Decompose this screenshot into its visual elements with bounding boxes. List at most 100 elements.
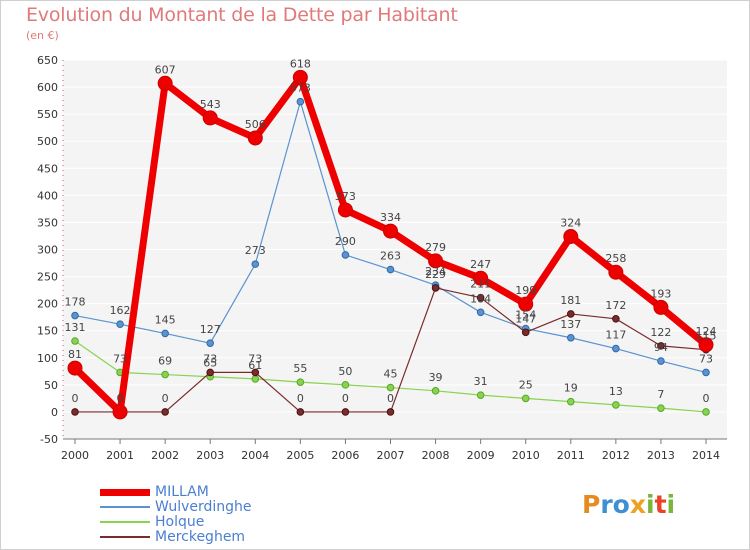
data-point	[657, 342, 665, 350]
logo-letter: o	[612, 490, 630, 519]
y-tick-label: 500	[37, 135, 58, 148]
data-point	[386, 265, 395, 274]
legend-label: Holque	[155, 514, 205, 530]
data-point	[431, 387, 440, 395]
y-tick-label: 400	[37, 189, 58, 202]
data-label: 45	[384, 368, 398, 381]
legend-swatch	[100, 506, 150, 508]
data-label: 263	[380, 250, 401, 263]
data-label: 73	[113, 352, 127, 365]
data-label: 229	[425, 268, 446, 281]
data-point	[702, 368, 710, 377]
x-tick-label: 2001	[106, 449, 134, 462]
data-point	[431, 284, 440, 292]
data-label: 0	[387, 392, 394, 405]
data-point	[518, 296, 534, 312]
data-label: 279	[425, 241, 446, 254]
data-label: 506	[245, 118, 266, 131]
data-label: 65	[203, 357, 217, 370]
data-point	[71, 311, 79, 320]
data-label: 145	[155, 313, 176, 326]
data-point	[71, 337, 79, 345]
y-tick-label: -50	[40, 433, 58, 446]
proxiti-logo: Proxiti	[582, 490, 675, 519]
data-label: 0	[162, 392, 169, 405]
y-tick-label: 100	[37, 352, 58, 365]
data-point	[566, 310, 575, 318]
data-label: 124	[696, 325, 717, 338]
data-point	[202, 110, 218, 126]
data-point	[386, 383, 395, 392]
data-label: 247	[470, 258, 491, 271]
x-tick-label: 2006	[331, 449, 359, 462]
legend-swatch	[100, 488, 150, 496]
x-tick-label: 2008	[422, 449, 450, 462]
data-point	[612, 315, 620, 323]
data-label: 0	[117, 392, 124, 405]
data-label: 55	[293, 362, 307, 375]
y-tick-label: 50	[44, 379, 58, 392]
data-point	[71, 408, 79, 416]
data-point	[428, 253, 444, 269]
y-tick-label: 0	[51, 406, 58, 419]
data-point	[161, 329, 169, 338]
data-label: 117	[605, 329, 626, 342]
data-point	[612, 344, 620, 353]
data-point	[206, 339, 215, 347]
logo-letter: i	[666, 490, 676, 519]
data-point	[383, 223, 398, 239]
y-tick-label: 450	[37, 162, 58, 175]
data-point	[563, 229, 579, 245]
data-label: 0	[703, 392, 710, 405]
legend-item: Wulverdinghe	[100, 499, 360, 515]
data-label: 607	[155, 63, 176, 76]
data-point	[157, 75, 173, 91]
legend-item: Holque	[100, 514, 360, 530]
data-label: 13	[609, 385, 623, 398]
x-tick-label: 2002	[151, 449, 179, 462]
data-label: 193	[650, 287, 671, 300]
y-tick-label: 350	[37, 216, 58, 229]
data-label: 273	[245, 244, 266, 257]
y-tick-label: 600	[37, 81, 58, 94]
data-label: 73	[248, 352, 262, 365]
data-point	[521, 328, 530, 337]
data-label: 0	[297, 392, 304, 405]
legend-swatch	[100, 536, 150, 538]
x-tick-label: 2004	[241, 449, 269, 462]
data-point	[292, 69, 308, 85]
data-label: 258	[605, 252, 626, 265]
data-label: 115	[696, 330, 717, 343]
data-label: 7	[657, 388, 664, 401]
data-point	[296, 408, 305, 416]
data-point	[296, 378, 305, 386]
data-point	[702, 408, 710, 416]
data-label: 39	[429, 371, 443, 384]
data-label: 162	[110, 304, 131, 317]
y-tick-label: 650	[37, 54, 58, 67]
data-label: 211	[470, 278, 491, 291]
data-label: 543	[200, 98, 221, 111]
data-label: 181	[560, 294, 581, 307]
data-point	[341, 381, 350, 389]
x-tick-label: 2009	[467, 449, 495, 462]
data-point	[476, 391, 485, 399]
data-point	[337, 202, 353, 218]
data-label: 137	[560, 318, 581, 331]
logo-letter: P	[582, 490, 601, 519]
legend-item: MILLAM	[100, 484, 360, 500]
data-label: 19	[564, 382, 578, 395]
data-label: 172	[605, 299, 626, 312]
legend-label: MILLAM	[155, 484, 209, 500]
data-point	[566, 333, 575, 342]
legend-swatch	[100, 521, 150, 523]
data-point	[341, 251, 350, 259]
data-point	[161, 370, 169, 379]
data-point	[296, 97, 305, 106]
data-label: 127	[200, 323, 221, 336]
y-tick-label: 550	[37, 108, 58, 121]
data-point	[67, 360, 83, 376]
data-label: 50	[338, 365, 352, 378]
data-point	[566, 397, 575, 406]
